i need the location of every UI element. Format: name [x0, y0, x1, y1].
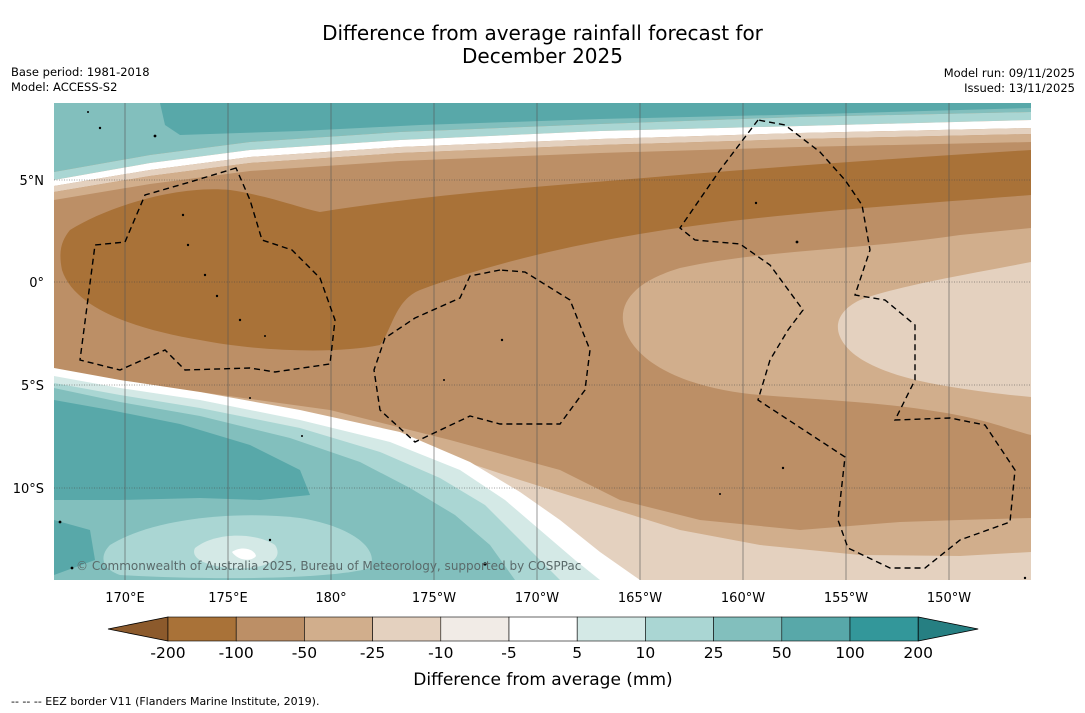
colorbar-swatch: [372, 616, 442, 642]
east-band-neg25: [622, 228, 1031, 435]
island: [215, 294, 219, 298]
colorbar-extend-high: [917, 616, 979, 642]
north-band-50: [160, 103, 1031, 135]
island: [58, 520, 62, 524]
colorbar-title: Difference from average (mm): [413, 670, 672, 690]
southwest-band-100b: [54, 520, 95, 575]
graticule: [54, 179, 1031, 489]
island: [781, 466, 785, 470]
eez-kiribati-phoenix: [373, 269, 591, 443]
lon-labels: 170°E 175°E 180° 175°W 170°W 165°W 160°W…: [105, 591, 971, 606]
copyright-notice: © Commonwealth of Australia 2025, Bureau…: [76, 559, 581, 573]
base-period: Base period: 1981-2018: [11, 65, 150, 79]
colorbar-tick-label: -25: [360, 644, 385, 662]
north-band-neg25: [54, 134, 1031, 200]
colorbar-labels: -200 -100 -50 -25 -10 -5 5 10 25 50 100 200: [150, 644, 933, 662]
island: [500, 338, 504, 342]
island: [795, 240, 799, 244]
colorbar-swatch: [576, 616, 646, 642]
colorbar-tick-label: 100: [835, 644, 865, 662]
lon-label-175e: 175°E: [208, 591, 248, 606]
island: [301, 435, 303, 437]
island: [203, 273, 207, 277]
island: [98, 126, 102, 130]
north-band-5: [54, 120, 1031, 186]
lon-label-155w: 155°W: [824, 591, 868, 606]
island: [719, 493, 721, 495]
lon-label-160w: 160°W: [721, 591, 765, 606]
colorbar-swatch: [645, 616, 714, 642]
meta-right: Model run: 09/11/2025 Issued: 13/11/2025: [944, 66, 1075, 96]
colorbar-tick-label: -10: [428, 644, 453, 662]
east-band-neg10: [837, 262, 1031, 397]
lat-label-5s: 5°S: [21, 379, 44, 394]
eez-borders: [79, 119, 1016, 569]
colorbar-tick-label: 50: [772, 644, 792, 662]
model-name: Model: ACCESS-S2: [11, 80, 118, 94]
island: [181, 213, 185, 217]
colorbar-tick-label: -200: [150, 644, 185, 662]
island: [70, 566, 74, 570]
colorbar: [107, 616, 979, 642]
southwest-pocket-white: [232, 548, 256, 560]
lon-label-175w: 175°W: [412, 591, 456, 606]
colorbar-tick-label: -100: [219, 644, 254, 662]
colorbar-tick-label: 5: [572, 644, 582, 662]
meta-left: Base period: 1981-2018 Model: ACCESS-S2: [11, 65, 150, 95]
title-line-1: Difference from average rainfall forecas…: [322, 21, 763, 45]
colorbar-tick-label: 25: [704, 644, 724, 662]
issued-date: Issued: 13/11/2025: [964, 81, 1075, 95]
colorbar-swatch: [167, 616, 237, 642]
island: [153, 134, 157, 138]
model-run: Model run: 09/11/2025: [943, 66, 1075, 80]
colorbar-swatch: [713, 616, 783, 642]
island: [483, 562, 487, 566]
lon-label-170w: 170°W: [515, 591, 559, 606]
dry-band-neg100: [60, 150, 1031, 351]
eez-kiribati-line: [679, 119, 1016, 569]
southwest-band-100: [54, 400, 310, 500]
lat-label-10s: 10°S: [13, 482, 44, 497]
colorbar-swatch: [235, 616, 305, 642]
map-title: Difference from average rainfall forecas…: [0, 22, 1085, 68]
north-band-neg10: [54, 128, 1031, 192]
title-line-2: December 2025: [462, 44, 623, 68]
island: [268, 538, 272, 542]
colorbar-extend-low: [107, 616, 169, 642]
lat-label-0: 0°: [29, 276, 44, 291]
island: [249, 397, 251, 399]
lon-label-170e: 170°E: [105, 591, 145, 606]
island: [186, 243, 190, 247]
lat-labels: 5°N 0° 5°S 10°S: [13, 174, 44, 497]
north-band-10: [54, 112, 1031, 180]
lat-label-5n: 5°N: [20, 174, 45, 189]
eez-kiribati-gilbert: [79, 167, 336, 373]
island: [1023, 576, 1027, 580]
island: [754, 201, 758, 205]
colorbar-swatch: [440, 616, 510, 642]
colorbar-tick-label: -50: [292, 644, 317, 662]
island: [443, 379, 445, 381]
colorbar-swatch: [508, 616, 578, 642]
lon-label-165w: 165°W: [618, 591, 662, 606]
lon-label-150w: 150°W: [927, 591, 971, 606]
colorbar-tick-label: 200: [903, 644, 933, 662]
colorbar-tick-label: 10: [636, 644, 656, 662]
colorbar-swatch: [781, 616, 851, 642]
colorbar-swatch: [849, 616, 919, 642]
island: [238, 318, 242, 322]
eez-legend-note: -- -- -- EEZ border V11 (Flanders Marine…: [11, 695, 320, 708]
island: [264, 335, 266, 337]
rainfall-map: © Commonwealth of Australia 2025, Bureau…: [54, 103, 1031, 580]
colorbar-swatch: [304, 616, 373, 642]
island: [87, 111, 89, 113]
lon-label-180: 180°: [315, 591, 346, 606]
islands: [58, 111, 1027, 580]
colorbar-tick-label: -5: [501, 644, 516, 662]
